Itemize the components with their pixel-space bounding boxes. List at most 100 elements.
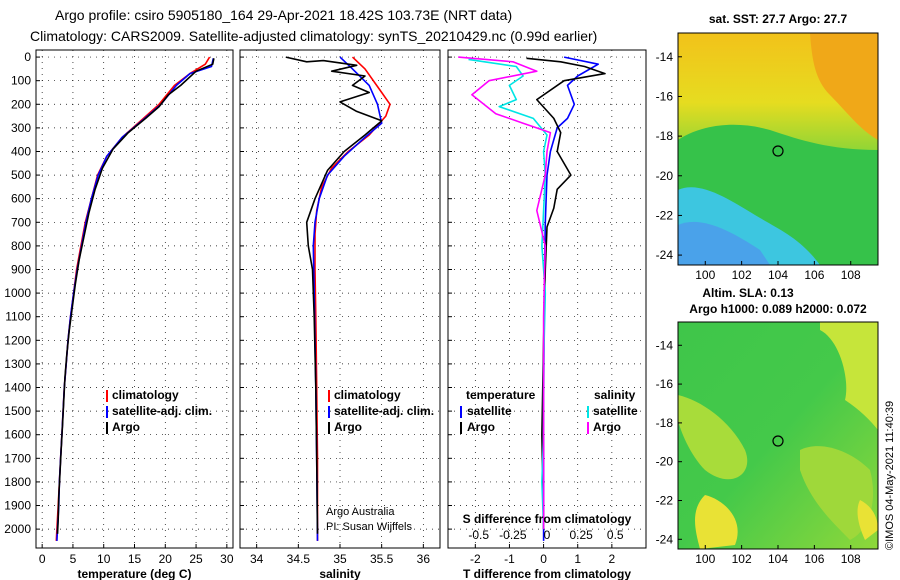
salinity-tick-labels: 34 34.5 35 35.5 36 — [250, 552, 430, 566]
temperature-tick-labels: 0 5 10 15 20 25 30 — [39, 552, 234, 566]
map-x-tick-label: 102 — [732, 268, 752, 282]
x2-tick-label: -0.5 — [468, 528, 489, 542]
map-y-tick-label: -20 — [656, 169, 674, 183]
salinity-plot-frame — [239, 49, 441, 549]
sla-peak-region-se — [857, 500, 878, 540]
legend-label-climatology: climatology — [334, 388, 401, 402]
x-tick-label: 34 — [250, 552, 264, 566]
y-tick-label: 100 — [11, 74, 31, 88]
map-x-tick-label: 100 — [695, 552, 715, 566]
sla-high-region-w — [678, 395, 748, 480]
sla-high-region-se — [800, 446, 874, 540]
map-y-tick-label: -16 — [656, 89, 674, 103]
temperature-series — [55, 56, 215, 541]
x-tick-label: 20 — [159, 552, 173, 566]
difference-legend: temperature salinity satellite Argo sate… — [460, 388, 638, 434]
x2-tick-label: 0.5 — [607, 528, 624, 542]
x-tick-label: 0 — [540, 552, 547, 566]
map-x-tick-label: 108 — [841, 268, 861, 282]
y-tick-label: 400 — [11, 144, 31, 158]
difference-grid — [448, 50, 646, 548]
y-tick-label: 1100 — [5, 310, 31, 324]
y-tick-label: 800 — [11, 239, 31, 253]
map-x-tick-label: 106 — [804, 268, 824, 282]
x-tick-label: -2 — [470, 552, 481, 566]
sst-map-title: sat. SST: 27.7 Argo: 27.7 — [709, 12, 848, 26]
map-y-tick-label: -14 — [656, 338, 674, 352]
y-tick-label: 700 — [11, 215, 31, 229]
legend-label-climatology: climatology — [112, 388, 179, 402]
x2-tick-label: 0 — [544, 528, 551, 542]
legend-label-s-satellite: satellite — [593, 404, 638, 418]
sst-lon-tick-labels: 100 102 104 106 108 — [695, 261, 861, 282]
map-y-tick-label: -20 — [656, 455, 674, 469]
salinity-legend: climatology satellite-adj. clim. Argo — [328, 388, 434, 434]
annotation-argo-australia: Argo Australia — [326, 506, 395, 518]
sla-map: Altim. SLA: 0.13 Argo h1000: 0.089 h2000… — [656, 286, 879, 566]
map-x-tick-label: 102 — [732, 552, 752, 566]
salinity-series — [285, 56, 391, 541]
temperature-axis-label: temperature (deg C) — [77, 567, 191, 580]
x-tick-label: 35.5 — [370, 552, 394, 566]
y-tick-label: 2000 — [4, 522, 31, 536]
depth-tick-labels: 0 100 200 300 400 500 600 700 800 900 1000 1100 1200… — [4, 50, 31, 536]
sla-lon-tick-labels: 100 102 104 106 108 — [695, 545, 861, 566]
x-tick-label: -1 — [504, 552, 515, 566]
map-x-tick-label: 104 — [768, 268, 788, 282]
legend-label-s-argo: Argo — [593, 420, 621, 434]
sla-lat-tick-labels: -14 -16 -18 -20 -22 -24 — [656, 338, 682, 546]
y-tick-label: 600 — [11, 192, 31, 206]
y-tick-label: 1400 — [4, 381, 31, 395]
y-tick-label: 1600 — [4, 428, 31, 442]
header-line-1: Argo profile: csiro 5905180_164 29-Apr-2… — [55, 7, 512, 23]
y-tick-label: 200 — [11, 97, 31, 111]
map-y-tick-label: -24 — [656, 248, 674, 262]
x-tick-label: 2 — [609, 552, 616, 566]
map-y-tick-label: -16 — [656, 377, 674, 391]
y-tick-label: 900 — [11, 262, 31, 276]
legend-label-satellite: satellite-adj. clim. — [334, 404, 434, 418]
sst-argo-location-marker — [772, 145, 784, 157]
y-tick-label: 300 — [11, 121, 31, 135]
x-tick-label: 5 — [70, 552, 77, 566]
sst-map: sat. SST: 27.7 Argo: 27.7 100 102 104 106 10… — [656, 12, 879, 282]
map-x-tick-label: 106 — [804, 552, 824, 566]
x-tick-label: 25 — [189, 552, 203, 566]
sst-lat-tick-labels: -14 -16 -18 -20 -22 -24 — [656, 50, 682, 262]
header-line-2: Climatology: CARS2009. Satellite-adjuste… — [30, 28, 597, 44]
t-difference-tick-labels: -2 -1 0 1 2 — [470, 552, 616, 566]
legend-label-t-argo: Argo — [467, 420, 495, 434]
temperature-plot-frame — [35, 49, 234, 549]
legend-label-satellite: satellite-adj. clim. — [112, 404, 212, 418]
sla-argo-location-marker — [772, 435, 784, 447]
y-tick-label: 0 — [24, 50, 31, 64]
legend-label-argo: Argo — [334, 420, 362, 434]
difference-plot-frame — [447, 49, 647, 549]
map-y-tick-label: -18 — [656, 129, 674, 143]
sst-warm-region — [810, 33, 878, 140]
y-tick-label: 1700 — [4, 451, 31, 465]
map-y-tick-label: -18 — [656, 416, 674, 430]
temperature-legend: climatology satellite-adj. clim. Argo — [106, 388, 212, 434]
salinity-axis-label: salinity — [319, 567, 361, 580]
x2-tick-label: -0.25 — [499, 528, 527, 542]
annotation-pi: PI: Susan Wijffels — [326, 521, 412, 533]
series-line-argo — [56, 58, 215, 534]
sla-map-title: Altim. SLA: 0.13 — [702, 286, 794, 300]
temperature-panel: 0100200300400500600700800900100011001200… — [4, 49, 234, 580]
series-line-s-argo — [458, 56, 552, 530]
sst-coldest-region — [678, 221, 770, 265]
map-x-tick-label: 104 — [768, 552, 788, 566]
x-tick-label: 34.5 — [287, 552, 311, 566]
x-tick-label: 15 — [128, 552, 142, 566]
salinity-grid — [240, 50, 440, 548]
x-tick-label: 1 — [574, 552, 581, 566]
legend-label-t-satellite: satellite — [467, 404, 512, 418]
difference-panel: -2 -1 0 1 2 -0.5 -0.25 0 0.25 0.5 S difference f… — [447, 49, 647, 580]
x-tick-label: 10 — [97, 552, 111, 566]
sla-high-region-sw — [695, 495, 738, 549]
map-x-tick-label: 100 — [695, 268, 715, 282]
y-tick-label: 500 — [11, 168, 31, 182]
s-difference-tick-labels: -0.5 -0.25 0 0.25 0.5 — [468, 528, 624, 542]
